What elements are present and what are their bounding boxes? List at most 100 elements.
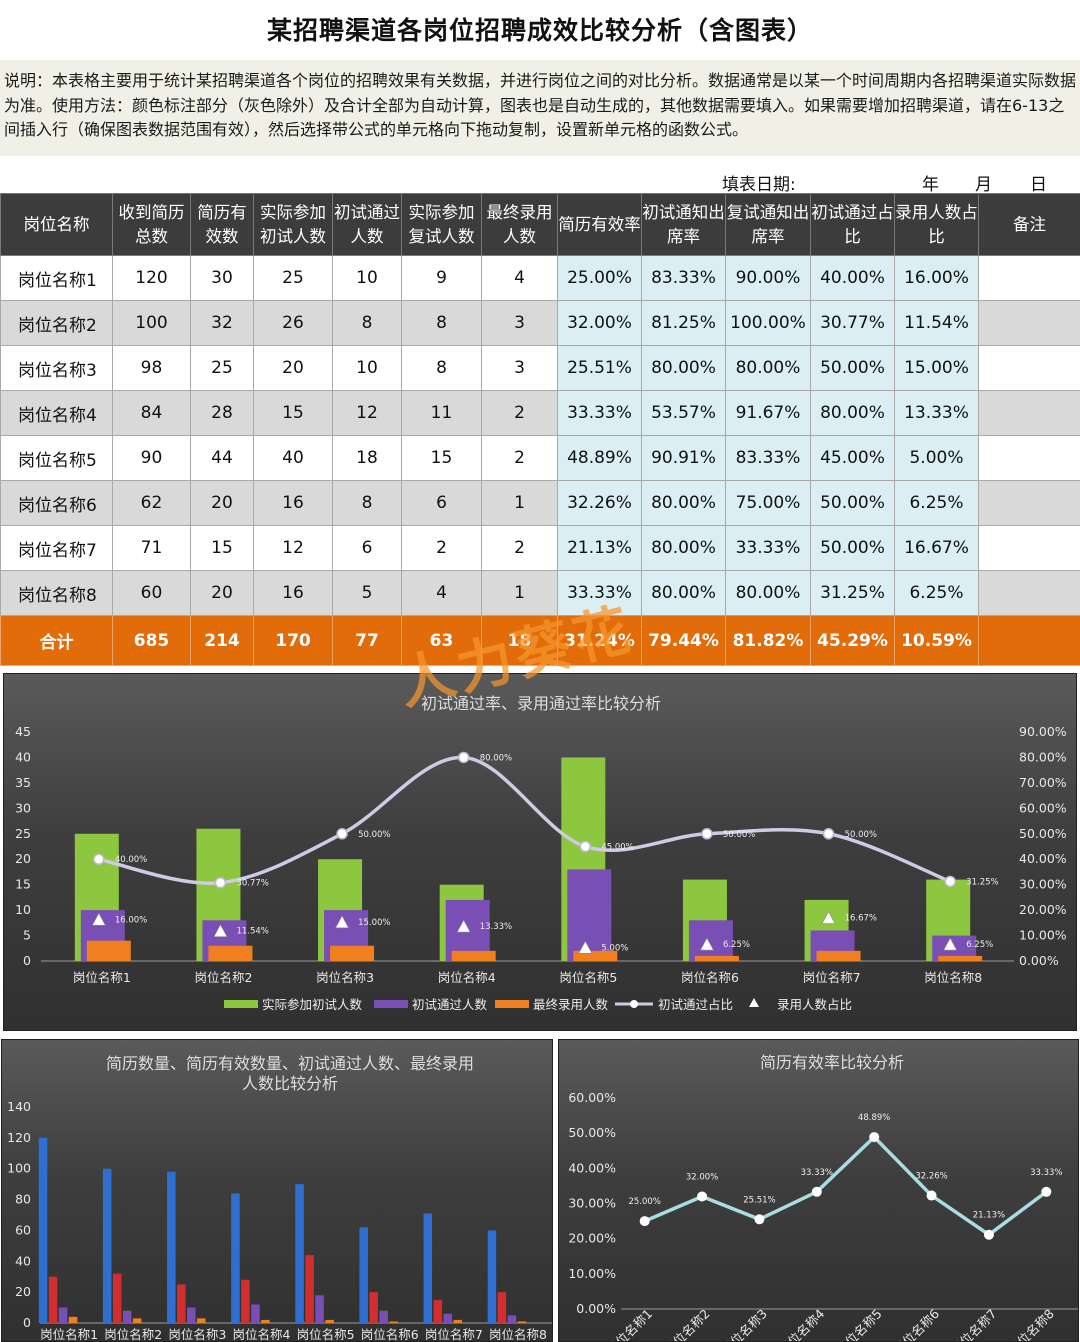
table-cell[interactable]: 21.13% [557,525,642,571]
column-header[interactable]: 备注 [978,193,1080,256]
table-cell[interactable]: 33.33% [557,570,642,616]
table-cell[interactable]: 1 [481,480,558,526]
table-cell[interactable]: 6.25% [894,570,979,616]
table-cell[interactable]: 8 [332,300,402,346]
table-cell[interactable]: 44 [190,435,254,481]
table-cell[interactable]: 10 [332,255,402,301]
table-cell[interactable]: 5.00% [894,435,979,481]
table-cell[interactable]: 80.00% [641,570,726,616]
table-cell[interactable]: 2 [401,525,482,571]
total-cell[interactable]: 18 [481,615,558,666]
table-cell[interactable]: 30 [190,255,254,301]
table-cell[interactable]: 16.00% [894,255,979,301]
table-cell[interactable]: 16 [253,480,333,526]
table-cell[interactable]: 12 [253,525,333,571]
table-cell[interactable]: 80.00% [725,570,811,616]
table-cell[interactable]: 83.33% [725,435,811,481]
table-cell[interactable]: 15 [253,390,333,436]
date-month-cell[interactable]: 月 [975,175,992,195]
note-cell[interactable] [978,390,1080,436]
note-cell[interactable] [978,525,1080,571]
table-cell[interactable]: 25 [190,345,254,391]
total-cell[interactable]: 81.82% [725,615,811,666]
total-cell[interactable]: 10.59% [894,615,979,666]
table-cell[interactable]: 45.00% [810,435,895,481]
table-cell[interactable]: 15 [401,435,482,481]
table-cell[interactable]: 4 [481,255,558,301]
table-cell[interactable]: 75.00% [725,480,811,526]
row-name-cell[interactable]: 岗位名称3 [0,345,113,391]
note-cell[interactable] [978,570,1080,616]
table-cell[interactable]: 3 [481,300,558,346]
table-cell[interactable]: 53.57% [641,390,726,436]
column-header[interactable]: 初试通过占比 [810,193,895,256]
table-cell[interactable]: 80.00% [641,480,726,526]
total-cell[interactable] [978,615,1080,666]
total-cell[interactable]: 45.29% [810,615,895,666]
table-cell[interactable]: 8 [401,345,482,391]
table-cell[interactable]: 80.00% [810,390,895,436]
note-cell[interactable] [978,300,1080,346]
table-cell[interactable]: 13.33% [894,390,979,436]
total-cell[interactable]: 31.24% [557,615,642,666]
column-header[interactable]: 初试通过人数 [332,193,402,256]
table-cell[interactable]: 90 [112,435,191,481]
table-cell[interactable]: 8 [401,300,482,346]
table-cell[interactable]: 31.25% [810,570,895,616]
date-day-cell[interactable]: 日 [1030,175,1047,195]
column-header[interactable]: 最终录用人数 [481,193,558,256]
table-cell[interactable]: 2 [481,435,558,481]
table-cell[interactable]: 80.00% [641,525,726,571]
table-cell[interactable]: 50.00% [810,525,895,571]
table-cell[interactable]: 83.33% [641,255,726,301]
table-cell[interactable]: 50.00% [810,345,895,391]
note-cell[interactable] [978,435,1080,481]
table-cell[interactable]: 16 [253,570,333,616]
table-cell[interactable]: 81.25% [641,300,726,346]
table-cell[interactable]: 15.00% [894,345,979,391]
column-header[interactable]: 岗位名称 [0,193,113,256]
table-cell[interactable]: 80.00% [641,345,726,391]
table-cell[interactable]: 30.77% [810,300,895,346]
table-cell[interactable]: 20 [253,345,333,391]
table-cell[interactable]: 20 [190,480,254,526]
table-cell[interactable]: 40.00% [810,255,895,301]
table-cell[interactable]: 25 [253,255,333,301]
table-cell[interactable]: 3 [481,345,558,391]
table-cell[interactable]: 33.33% [725,525,811,571]
chart-resume-valid-rate[interactable]: 简历有效率比较分析 0.00% 10.00% 20.00% 30.00% 40.00% 50… [558,1039,1079,1342]
table-cell[interactable]: 16.67% [894,525,979,571]
table-cell[interactable]: 32.26% [557,480,642,526]
chart-resume-counts[interactable]: 简历数量、简历有效数量、初试通过人数、最终录用 人数比较分析 0 20 40 60 80 10… [1,1039,553,1342]
total-label[interactable]: 合计 [0,615,113,666]
table-cell[interactable]: 28 [190,390,254,436]
note-cell[interactable] [978,255,1080,301]
table-cell[interactable]: 11.54% [894,300,979,346]
table-cell[interactable]: 100.00% [725,300,811,346]
table-cell[interactable]: 50.00% [810,480,895,526]
table-cell[interactable]: 2 [481,390,558,436]
total-cell[interactable]: 79.44% [641,615,726,666]
table-cell[interactable]: 98 [112,345,191,391]
row-name-cell[interactable]: 岗位名称5 [0,435,113,481]
note-cell[interactable] [978,345,1080,391]
table-cell[interactable]: 32 [190,300,254,346]
table-cell[interactable]: 5 [332,570,402,616]
column-header[interactable]: 简历有效数 [190,193,254,256]
table-cell[interactable]: 4 [401,570,482,616]
total-cell[interactable]: 214 [190,615,254,666]
table-cell[interactable]: 6.25% [894,480,979,526]
total-cell[interactable]: 170 [253,615,333,666]
row-name-cell[interactable]: 岗位名称6 [0,480,113,526]
table-cell[interactable]: 9 [401,255,482,301]
table-cell[interactable]: 32.00% [557,300,642,346]
table-cell[interactable]: 26 [253,300,333,346]
table-cell[interactable]: 60 [112,570,191,616]
table-cell[interactable]: 84 [112,390,191,436]
table-cell[interactable]: 11 [401,390,482,436]
total-cell[interactable]: 63 [401,615,482,666]
column-header[interactable]: 实际参加复试人数 [401,193,482,256]
table-cell[interactable]: 80.00% [725,345,811,391]
table-cell[interactable]: 15 [190,525,254,571]
total-cell[interactable]: 77 [332,615,402,666]
